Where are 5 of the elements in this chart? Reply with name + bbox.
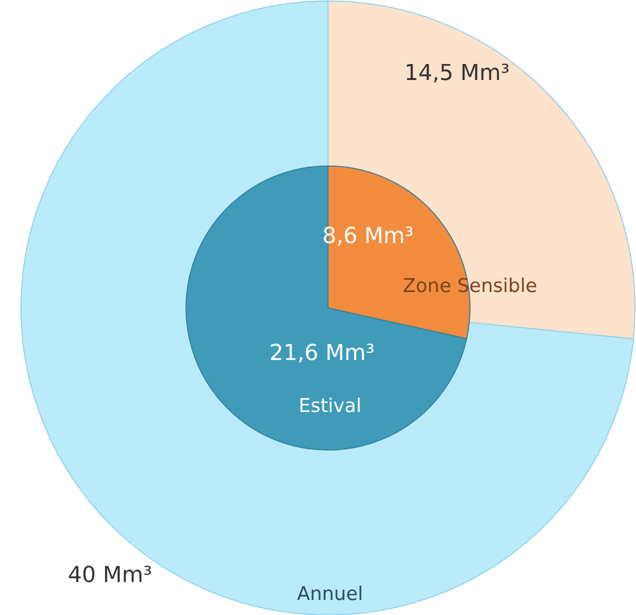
slice-label: Annuel bbox=[296, 583, 364, 605]
data-label: 14,5 Mm³ bbox=[404, 61, 510, 86]
data-label: 21,6 Mm³ bbox=[269, 341, 375, 366]
slice-label: Estival bbox=[298, 395, 362, 417]
data-label: 40 Mm³ bbox=[68, 563, 152, 588]
